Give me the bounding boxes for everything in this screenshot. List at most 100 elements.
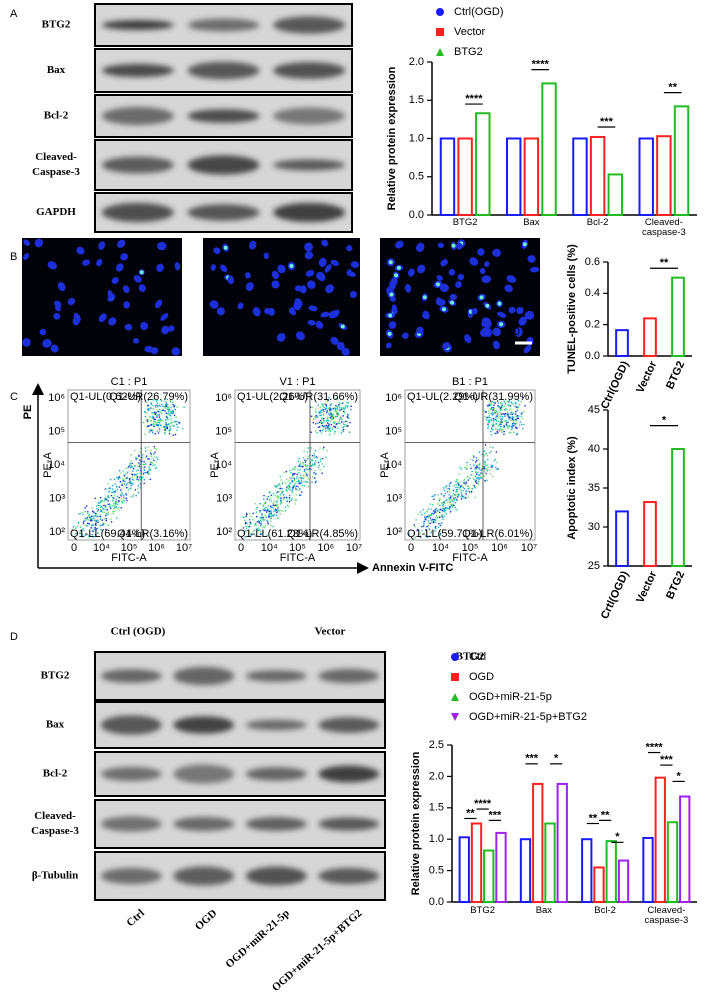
event <box>490 412 493 415</box>
event <box>437 526 440 528</box>
event <box>141 456 144 459</box>
event <box>149 452 152 454</box>
event <box>312 421 315 424</box>
event <box>319 458 322 461</box>
event <box>315 416 317 419</box>
x-tick-label: Vector <box>634 359 659 395</box>
event <box>448 491 451 493</box>
blot-band <box>318 668 380 684</box>
event <box>337 412 339 414</box>
event <box>448 497 450 499</box>
nucleus <box>481 275 492 284</box>
event <box>244 519 246 522</box>
event <box>329 411 332 414</box>
bar <box>654 776 666 904</box>
x-tick-label: 0 <box>408 542 414 554</box>
event <box>514 413 517 415</box>
event <box>132 482 134 485</box>
event <box>85 518 88 521</box>
event <box>330 402 332 405</box>
event <box>500 408 503 411</box>
event <box>254 522 257 525</box>
event <box>350 408 352 411</box>
event <box>152 464 154 467</box>
event <box>320 419 323 422</box>
event <box>322 410 325 412</box>
nucleus <box>408 268 415 277</box>
event <box>463 482 465 484</box>
event <box>511 413 514 416</box>
event <box>270 512 272 515</box>
event <box>496 412 499 414</box>
event <box>497 402 500 404</box>
event <box>288 506 290 508</box>
event <box>151 462 154 464</box>
event <box>136 487 139 490</box>
event <box>143 482 146 485</box>
event <box>86 522 89 525</box>
event <box>305 459 308 462</box>
nucleus <box>455 281 462 289</box>
event <box>104 497 107 499</box>
event <box>260 517 263 520</box>
event <box>421 529 423 532</box>
event <box>103 504 105 507</box>
legend-label: OGD+miR-21-5p+BTG2 <box>469 711 587 723</box>
event <box>126 499 128 502</box>
event <box>448 487 450 490</box>
event <box>329 433 331 436</box>
nucleus <box>124 323 133 331</box>
event <box>247 533 250 535</box>
x-tick-label: Crtl(OGD) <box>599 569 632 621</box>
event <box>451 500 454 502</box>
event <box>263 502 266 505</box>
event <box>280 509 282 512</box>
event <box>432 495 435 497</box>
event <box>99 504 101 507</box>
event <box>319 460 322 463</box>
event <box>259 533 262 536</box>
event <box>147 446 150 448</box>
event <box>475 467 478 469</box>
event <box>104 504 107 507</box>
blot-band <box>100 715 162 735</box>
event <box>257 520 260 522</box>
event <box>287 484 290 487</box>
event <box>133 473 136 476</box>
event <box>285 489 288 492</box>
event <box>435 527 437 530</box>
tunel-positive <box>289 264 294 269</box>
event <box>94 514 96 517</box>
flow-title: B1 : P1 <box>452 376 488 388</box>
event <box>456 490 459 493</box>
event <box>342 410 345 413</box>
event <box>181 427 184 430</box>
event <box>339 422 341 425</box>
row-label: Caspase-3 <box>31 825 79 837</box>
row-label: Caspase-3 <box>32 166 80 178</box>
event <box>153 456 156 458</box>
event <box>91 533 93 536</box>
event <box>439 498 441 501</box>
event <box>503 433 505 436</box>
event <box>516 422 518 425</box>
event <box>303 470 306 473</box>
event <box>300 474 302 476</box>
event <box>341 418 343 421</box>
event <box>299 469 301 471</box>
event <box>434 510 437 513</box>
event <box>493 419 495 422</box>
event <box>330 413 333 416</box>
quadrant-label: Q1-UR(31.99%) <box>454 391 533 403</box>
bar <box>671 448 685 567</box>
event <box>433 498 435 501</box>
event <box>265 511 268 513</box>
nucleus <box>527 255 536 263</box>
event <box>266 521 269 523</box>
event <box>297 460 300 463</box>
event <box>77 522 80 524</box>
event <box>112 507 115 510</box>
event <box>96 519 99 521</box>
event <box>455 480 457 483</box>
tunel-positive <box>388 313 393 318</box>
